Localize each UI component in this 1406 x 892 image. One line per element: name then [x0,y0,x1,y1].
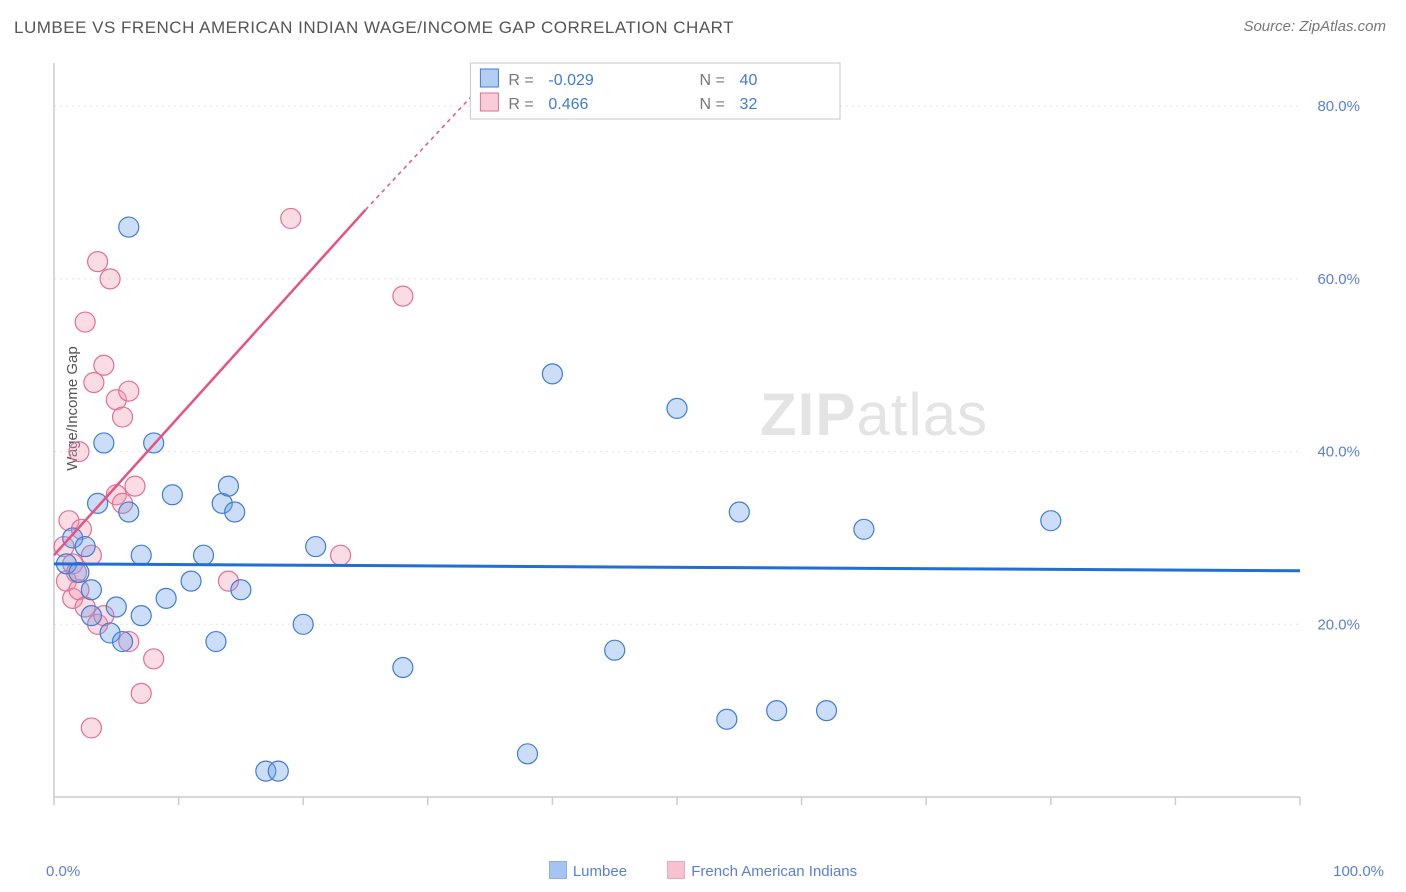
point-french [69,442,89,462]
point-lumbee [94,433,114,453]
source-label: Source: ZipAtlas.com [1243,18,1386,35]
point-lumbee [218,476,238,496]
corrbox-n-lumbee: 40 [740,72,758,89]
corrbox-r-label: R = [508,72,533,89]
point-lumbee [194,545,214,565]
legend-item-french: French American Indians [667,863,857,880]
point-lumbee [181,571,201,591]
corrbox-r-french: 0.466 [548,96,588,113]
point-french [393,286,413,306]
point-lumbee [225,502,245,522]
point-lumbee [131,545,151,565]
chart-title: LUMBEE VS FRENCH AMERICAN INDIAN WAGE/IN… [14,18,734,38]
bottom-legend: Lumbee French American Indians [0,861,1406,880]
trendline-lumbee [54,564,1300,571]
corrbox-r-lumbee: -0.029 [548,72,593,89]
point-lumbee [667,398,687,418]
point-lumbee [717,709,737,729]
legend-swatch-french [667,861,685,879]
legend-item-lumbee: Lumbee [549,863,631,880]
point-lumbee [306,537,326,557]
point-french [84,373,104,393]
point-french [131,683,151,703]
point-lumbee [767,701,787,721]
point-lumbee [517,744,537,764]
point-french [281,208,301,228]
ytick-label: 40.0% [1317,444,1360,461]
corrbox-n-label: N = [700,72,725,89]
point-lumbee [106,597,126,617]
ytick-label: 80.0% [1317,98,1360,115]
scatter-plot: 20.0% 40.0% 60.0% 80.0% R = -0.029 N = 40 R = 0.4… [48,55,1368,815]
point-lumbee [268,761,288,781]
point-french [94,355,114,375]
point-lumbee [817,701,837,721]
point-lumbee [131,606,151,626]
point-lumbee [88,493,108,513]
point-lumbee [854,519,874,539]
point-lumbee [113,632,133,652]
point-lumbee [1041,511,1061,531]
point-lumbee [81,606,101,626]
point-french [100,269,120,289]
point-lumbee [119,217,139,237]
point-lumbee [293,614,313,634]
legend-label-lumbee: Lumbee [573,863,627,880]
corrbox-r-label: R = [508,96,533,113]
corrbox-swatch-french [480,93,498,111]
point-lumbee [605,640,625,660]
point-french [81,718,101,738]
legend-swatch-lumbee [549,861,567,879]
point-french [119,381,139,401]
corrbox-n-label: N = [700,96,725,113]
point-lumbee [75,537,95,557]
point-lumbee [162,485,182,505]
point-french [113,407,133,427]
point-lumbee [81,580,101,600]
corrbox-n-french: 32 [740,96,758,113]
point-french [144,649,164,669]
legend-label-french: French American Indians [691,863,857,880]
point-lumbee [542,364,562,384]
corrbox-swatch-lumbee [480,69,498,87]
point-lumbee [729,502,749,522]
point-lumbee [231,580,251,600]
point-french [125,476,145,496]
point-lumbee [119,502,139,522]
ytick-label: 60.0% [1317,271,1360,288]
point-french [331,545,351,565]
point-french [88,252,108,272]
point-french [75,312,95,332]
point-lumbee [206,632,226,652]
point-lumbee [156,588,176,608]
point-lumbee [393,657,413,677]
ytick-label: 20.0% [1317,616,1360,633]
